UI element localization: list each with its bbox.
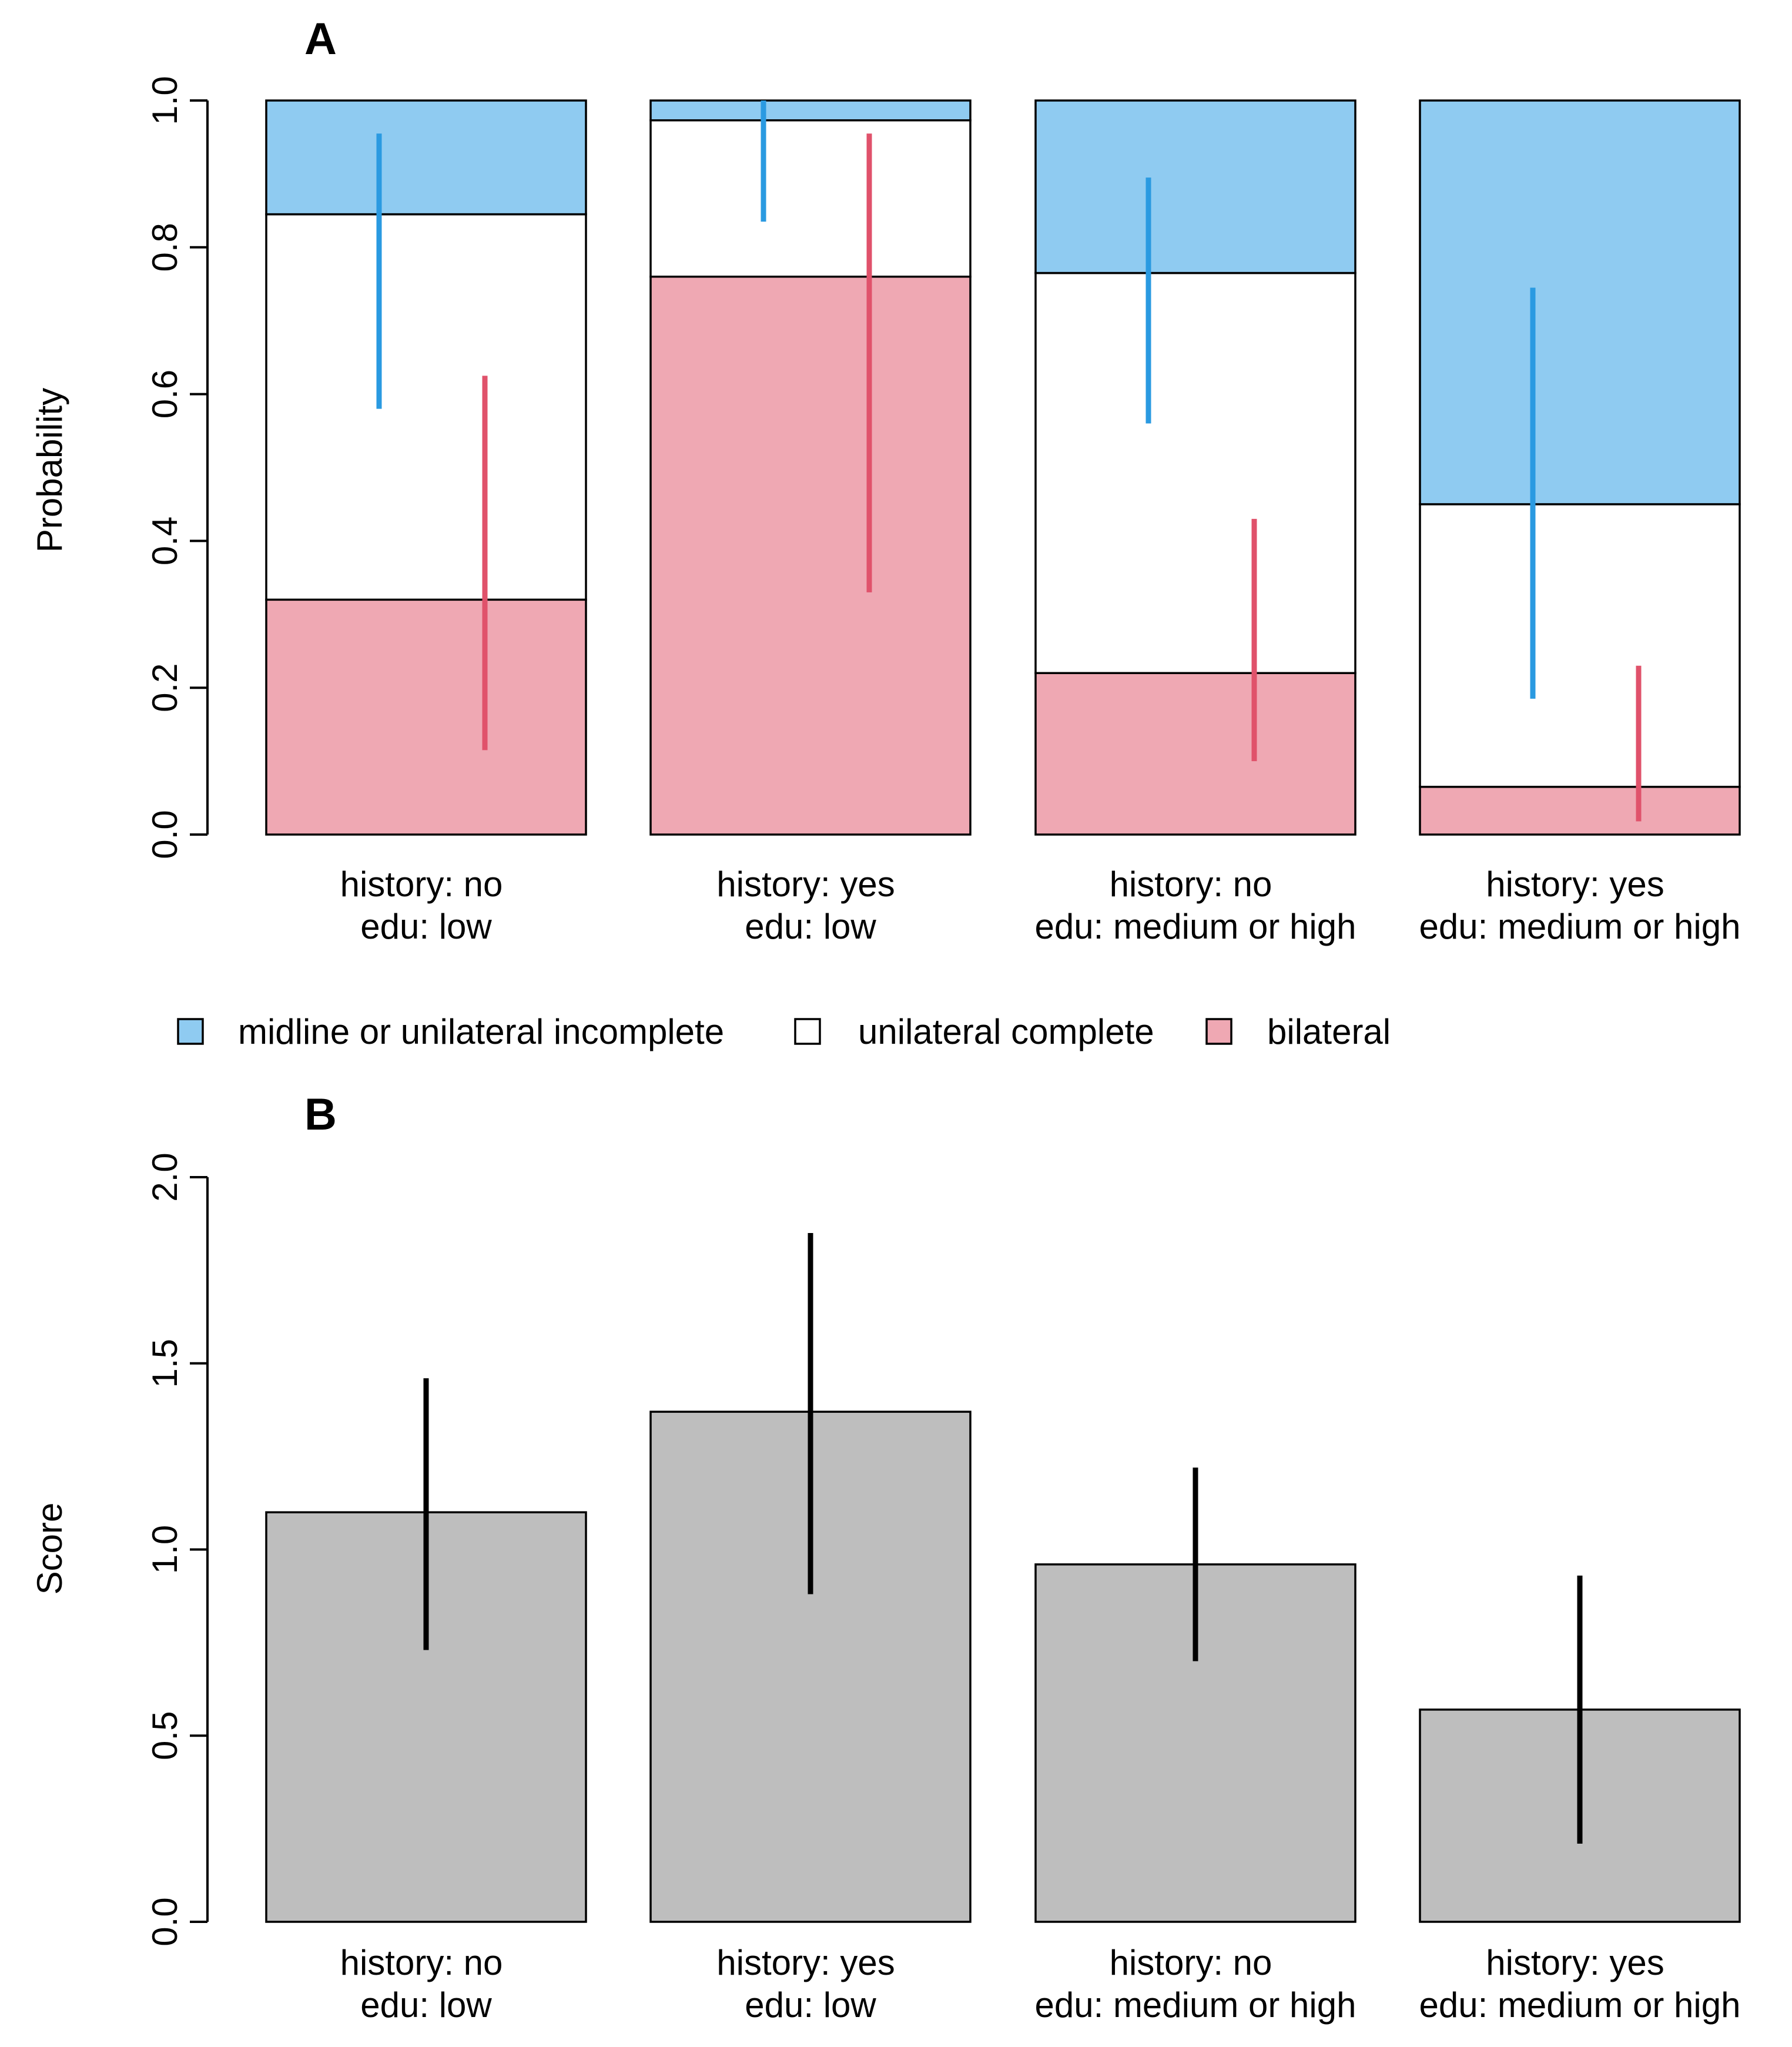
panel-a-x-category-label: history: no bbox=[340, 865, 503, 904]
panel-b-y-tick-label: 0.5 bbox=[145, 1711, 185, 1760]
legend-key bbox=[794, 1018, 821, 1045]
panel-a-x-category-label: edu: medium or high bbox=[1419, 907, 1741, 946]
panel-b-x-category-label: edu: medium or high bbox=[1035, 1985, 1356, 2025]
panel-a-y-tick-label: 0.8 bbox=[145, 223, 185, 272]
score-bar bbox=[265, 1511, 587, 1923]
legend-label: unilateral complete bbox=[858, 1012, 1154, 1051]
panel-b-y-tick-label: 0.0 bbox=[145, 1897, 185, 1946]
segment-bilateral bbox=[649, 276, 972, 836]
panel-a-x-category-label: edu: low bbox=[745, 907, 876, 946]
segment-midline-or-unilateral-incomplete bbox=[649, 99, 972, 122]
segment-bilateral bbox=[1419, 786, 1741, 836]
segment-unilateral-complete bbox=[1419, 503, 1741, 788]
panel-a-x-category-label: history: no bbox=[1110, 865, 1272, 904]
panel-b-x-category-label: edu: low bbox=[745, 1985, 876, 2025]
panel-b-x-category-label: edu: medium or high bbox=[1419, 1985, 1741, 2025]
panel-a-x-category-label: history: yes bbox=[716, 865, 895, 904]
panel-b-y-tick-label: 1.0 bbox=[145, 1525, 185, 1574]
panel-a-y-tick-label: 0.4 bbox=[145, 517, 185, 565]
panel-b-x-category-label: edu: low bbox=[360, 1985, 492, 2025]
segment-midline-or-unilateral-incomplete bbox=[1034, 99, 1356, 274]
panel-b-y-tick-label: 1.5 bbox=[145, 1339, 185, 1388]
panel-a-y-tick-label: 0.0 bbox=[145, 810, 185, 859]
legend-key bbox=[1205, 1018, 1232, 1045]
panel-b-x-category-label: history: yes bbox=[1486, 1943, 1664, 1982]
legend: midline or unilateral incomplete unilater… bbox=[177, 1012, 1391, 1051]
segment-midline-or-unilateral-incomplete bbox=[265, 99, 587, 216]
panel-a-y-tick-label: 1.0 bbox=[145, 76, 185, 125]
panel-a-plot: 0.0 0.2 0.4 0.6 0.8 1.0 Probability history: no… bbox=[30, 76, 1741, 946]
panel-a-letter: A bbox=[304, 14, 337, 64]
panel-b-x-category-label: history: no bbox=[1110, 1943, 1272, 1982]
panel-b-x-category-label: history: yes bbox=[716, 1943, 895, 1982]
panel-a-x-category-label: edu: low bbox=[360, 907, 492, 946]
segment-unilateral-complete bbox=[649, 119, 972, 278]
panel-a-y-axis-title: Probability bbox=[30, 388, 69, 552]
segment-unilateral-complete bbox=[1034, 272, 1356, 674]
segment-midline-or-unilateral-incomplete bbox=[1419, 99, 1741, 505]
panel-b-x-category-label: history: no bbox=[340, 1943, 503, 1982]
legend-key bbox=[177, 1018, 204, 1045]
panel-b-y-tick-label: 2.0 bbox=[145, 1153, 185, 1201]
panel-a-y-tick-label: 0.2 bbox=[145, 663, 185, 712]
legend-label: midline or unilateral incomplete bbox=[238, 1012, 724, 1051]
panel-a-y-tick-label: 0.6 bbox=[145, 370, 185, 418]
segment-bilateral bbox=[265, 598, 587, 836]
segment-bilateral bbox=[1034, 672, 1356, 836]
panel-a-x-category-label: edu: medium or high bbox=[1035, 907, 1356, 946]
panel-a-x-category-label: history: yes bbox=[1486, 865, 1664, 904]
segment-unilateral-complete bbox=[265, 213, 587, 601]
panel-b-y-axis-title: Score bbox=[30, 1503, 69, 1595]
legend-label: bilateral bbox=[1267, 1012, 1391, 1051]
panel-b-letter: B bbox=[304, 1090, 337, 1140]
